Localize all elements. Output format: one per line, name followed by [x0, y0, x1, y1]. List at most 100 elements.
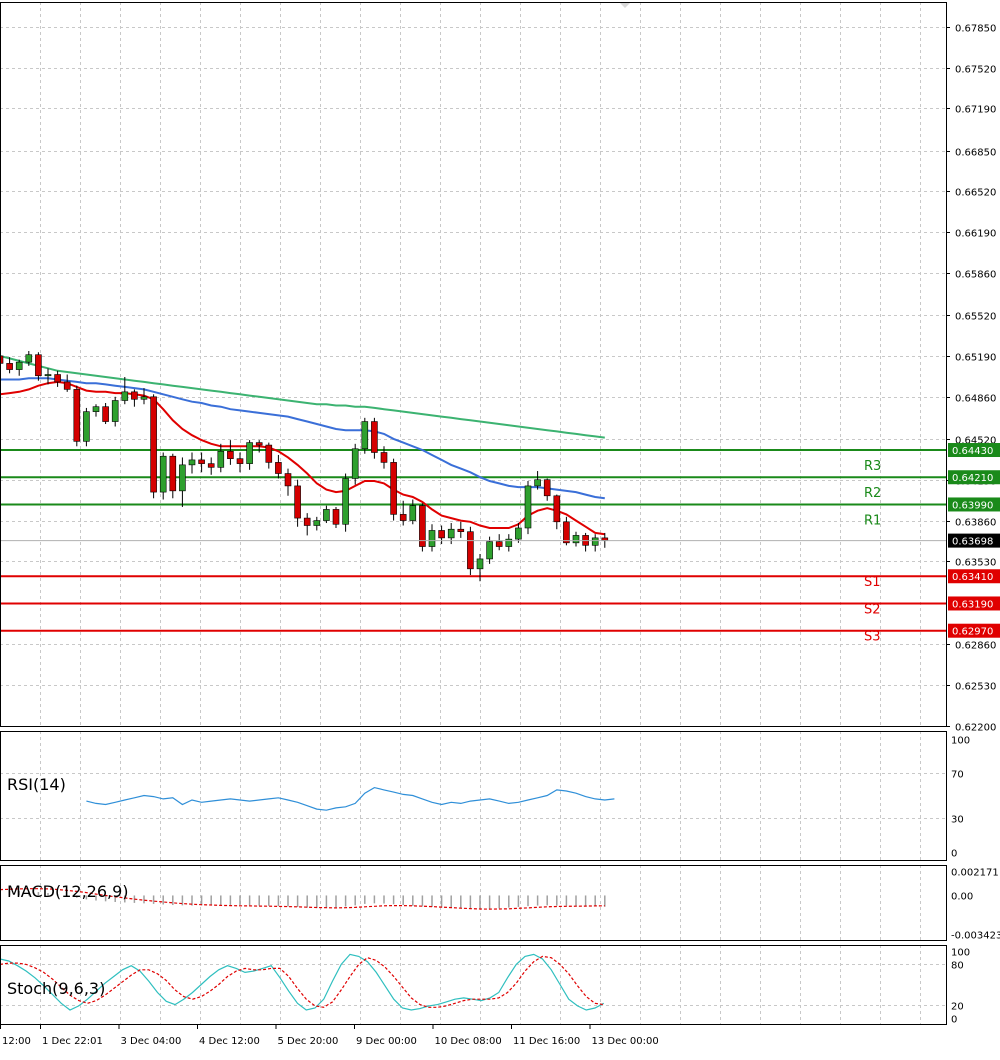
candle-bull	[217, 450, 225, 468]
candle-bull	[179, 464, 186, 492]
candle-bear	[399, 514, 407, 521]
stoch-axis-label: 80	[951, 961, 964, 972]
price-axis-label: 0.63860	[955, 518, 996, 529]
level-label-s1: S1	[864, 575, 881, 590]
rsi-label: RSI(14)	[7, 775, 66, 794]
rsi-axis-label: 0	[951, 849, 957, 860]
candle-bear	[419, 505, 426, 547]
stoch-axis-label: 100	[951, 948, 970, 959]
stoch-axis-label: 20	[951, 1002, 964, 1013]
candle-bear	[275, 462, 282, 474]
level-label-r3: R3	[864, 459, 881, 474]
x-axis-label: 5 Dec 20:00	[278, 1036, 339, 1047]
candle-bull	[83, 411, 90, 442]
x-axis-label: 11 Dec 16:00	[513, 1036, 580, 1047]
candle-bear	[438, 530, 445, 539]
candle-bull	[25, 354, 33, 363]
candle-bull	[591, 537, 599, 546]
candle-bear	[303, 517, 311, 526]
price-axis-label: 0.62200	[955, 723, 996, 734]
candle-bear	[73, 389, 81, 442]
candle-bull	[92, 406, 100, 412]
price-axis-label: 0.67190	[955, 105, 996, 116]
level-label-s3: S3	[864, 630, 881, 645]
ma-slow-line	[0, 355, 605, 439]
price-axis-label: 0.65190	[955, 353, 996, 364]
price-axis-label: 0.62530	[955, 682, 996, 693]
candle-bear	[380, 452, 388, 463]
price-axis-label: 0.66520	[955, 188, 996, 199]
level-price-text-s1: 0.63410	[952, 572, 993, 583]
price-axis-label: 0.63530	[955, 558, 996, 569]
candle-bull	[159, 455, 167, 493]
x-axis-label: 10 Dec 08:00	[435, 1036, 502, 1047]
price-axis-label: 0.64520	[955, 436, 996, 447]
candle-bear	[371, 421, 378, 453]
candle-bear	[255, 442, 263, 446]
rsi-panel-frame	[0, 731, 947, 861]
candle-bull	[342, 478, 349, 525]
candle-bull	[121, 391, 129, 401]
macd-axis-label: 0.002171	[951, 868, 999, 879]
candle-bull	[351, 448, 359, 479]
candle-bear	[601, 537, 609, 541]
stoch-k-line	[0, 953, 605, 1011]
x-axis-label: 4 Dec 12:00	[199, 1036, 260, 1047]
candle-bear	[553, 495, 561, 523]
candle-bear	[169, 455, 177, 492]
candle-bull	[534, 479, 541, 487]
level-label-r1: R1	[864, 513, 881, 528]
candle-bull	[140, 396, 148, 400]
candle-bear	[265, 444, 273, 463]
candle-bear	[332, 509, 340, 525]
candle-bear	[236, 458, 244, 464]
macd-signal-line	[0, 888, 605, 910]
level-price-text-s2: 0.63190	[952, 599, 993, 610]
candle-bull	[15, 361, 23, 370]
candle-bull	[188, 459, 196, 466]
stoch-label: Stoch(9,6,3)	[7, 979, 105, 998]
candle-bull	[515, 527, 522, 540]
price-axis-label: 0.62860	[955, 641, 996, 652]
candle-bull	[246, 442, 253, 464]
candle-bull	[505, 538, 513, 547]
level-price-box-s1	[948, 569, 1000, 584]
candle-bear	[150, 396, 157, 493]
price-axis-label: 0.65520	[955, 312, 996, 323]
level-price-box-s3	[948, 623, 1000, 638]
stoch-axis-label: 0	[951, 1015, 957, 1026]
candle-bull	[524, 485, 532, 529]
candle-bull	[476, 558, 484, 570]
candle-bear	[563, 521, 570, 544]
level-price-box-r3	[948, 443, 1000, 458]
candle-bull	[323, 509, 330, 521]
macd-axis-label: -0.003423	[951, 931, 1000, 942]
candle-bear	[543, 479, 551, 497]
rsi-line	[86, 786, 615, 811]
candle-bear	[102, 406, 109, 422]
x-axis-label: 3 Dec 04:00	[121, 1036, 182, 1047]
candle-bull	[572, 535, 580, 544]
stoch-panel-frame	[0, 945, 947, 1025]
price-axis-label: 0.67520	[955, 65, 996, 76]
candle-bear	[284, 473, 292, 487]
price-axis-label: 0.65860	[955, 270, 996, 281]
candle-bull	[447, 528, 455, 539]
scroll-marker-icon	[619, 2, 631, 8]
price-axis-label: 0.67850	[955, 24, 996, 35]
current-price-box	[948, 533, 1000, 548]
candle-bear	[6, 363, 13, 370]
price-axis-label: 0.64860	[955, 394, 996, 405]
candle-bear	[294, 485, 301, 519]
rsi-axis-label: 70	[951, 770, 964, 781]
candle-bull	[361, 421, 369, 450]
price-axis-label: 0.66190	[955, 229, 996, 240]
candle-bear	[198, 459, 205, 464]
candle-bear	[390, 462, 397, 515]
candle-bear	[63, 381, 71, 390]
level-price-text-r1: 0.63990	[952, 500, 993, 511]
candle-bull	[428, 530, 436, 547]
current-price-text: 0.63698	[952, 537, 993, 548]
candle-bear	[227, 450, 234, 459]
